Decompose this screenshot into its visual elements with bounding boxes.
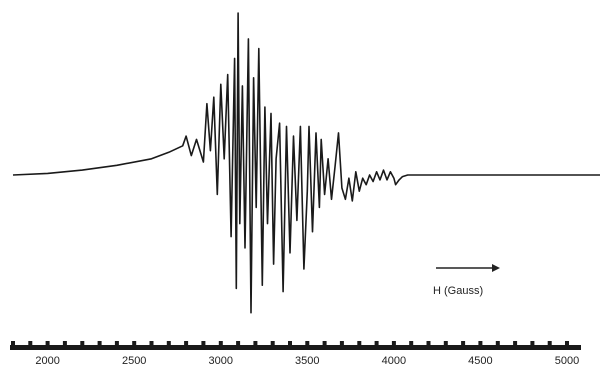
axis-minor-tick: [132, 341, 137, 346]
axis-minor-tick: [62, 341, 67, 346]
axis-minor-tick: [443, 341, 448, 346]
axis-minor-tick: [97, 341, 102, 346]
field-label: H (Gauss): [433, 285, 483, 297]
axis-minor-tick: [184, 341, 189, 346]
axis-minor-tick: [426, 341, 431, 346]
axis-minor-tick: [166, 341, 171, 346]
axis-minor-tick: [80, 341, 85, 346]
field-axis: [10, 341, 581, 350]
axis-minor-tick: [201, 341, 206, 346]
axis-minor-tick: [495, 341, 500, 346]
axis-minor-tick: [322, 341, 327, 346]
axis-minor-tick: [253, 341, 258, 346]
tick-label: 5000: [555, 355, 579, 367]
axis-minor-tick: [547, 341, 552, 346]
axis-minor-tick: [149, 341, 154, 346]
axis-minor-tick: [305, 341, 310, 346]
axis-minor-tick: [478, 341, 483, 346]
axis-minor-tick: [218, 341, 223, 346]
tick-label: 3500: [295, 355, 319, 367]
axis-minor-tick: [28, 341, 33, 346]
tick-label: 4000: [382, 355, 406, 367]
tick-label: 3000: [209, 355, 233, 367]
plot-area: [12, 12, 600, 314]
axis-minor-tick: [374, 341, 379, 346]
tick-label: 2500: [122, 355, 146, 367]
axis-minor-tick: [288, 341, 292, 346]
arrow-head: [492, 264, 500, 272]
axis-minor-tick: [530, 341, 535, 346]
axis-minor-tick: [461, 341, 466, 346]
axis-minor-tick: [565, 341, 569, 346]
axis-bar: [10, 345, 581, 350]
axis-minor-tick: [391, 341, 396, 346]
field-direction-arrow: [436, 264, 500, 272]
axis-minor-tick: [409, 341, 414, 346]
tick-label: 2000: [35, 355, 59, 367]
tick-label: 4500: [468, 355, 492, 367]
axis-minor-tick: [513, 341, 518, 346]
tick-labels: 2000 2500 3000 3500 4000 4500 5000: [35, 355, 579, 367]
axis-minor-tick: [339, 341, 344, 346]
axis-minor-tick: [114, 341, 119, 346]
spectrum-line-0: [12, 12, 600, 314]
axis-minor-tick: [357, 341, 362, 346]
axis-minor-tick: [270, 341, 275, 346]
axis-minor-tick: [45, 341, 50, 346]
axis-minor-tick: [11, 341, 15, 346]
axis-minor-tick: [236, 341, 241, 346]
